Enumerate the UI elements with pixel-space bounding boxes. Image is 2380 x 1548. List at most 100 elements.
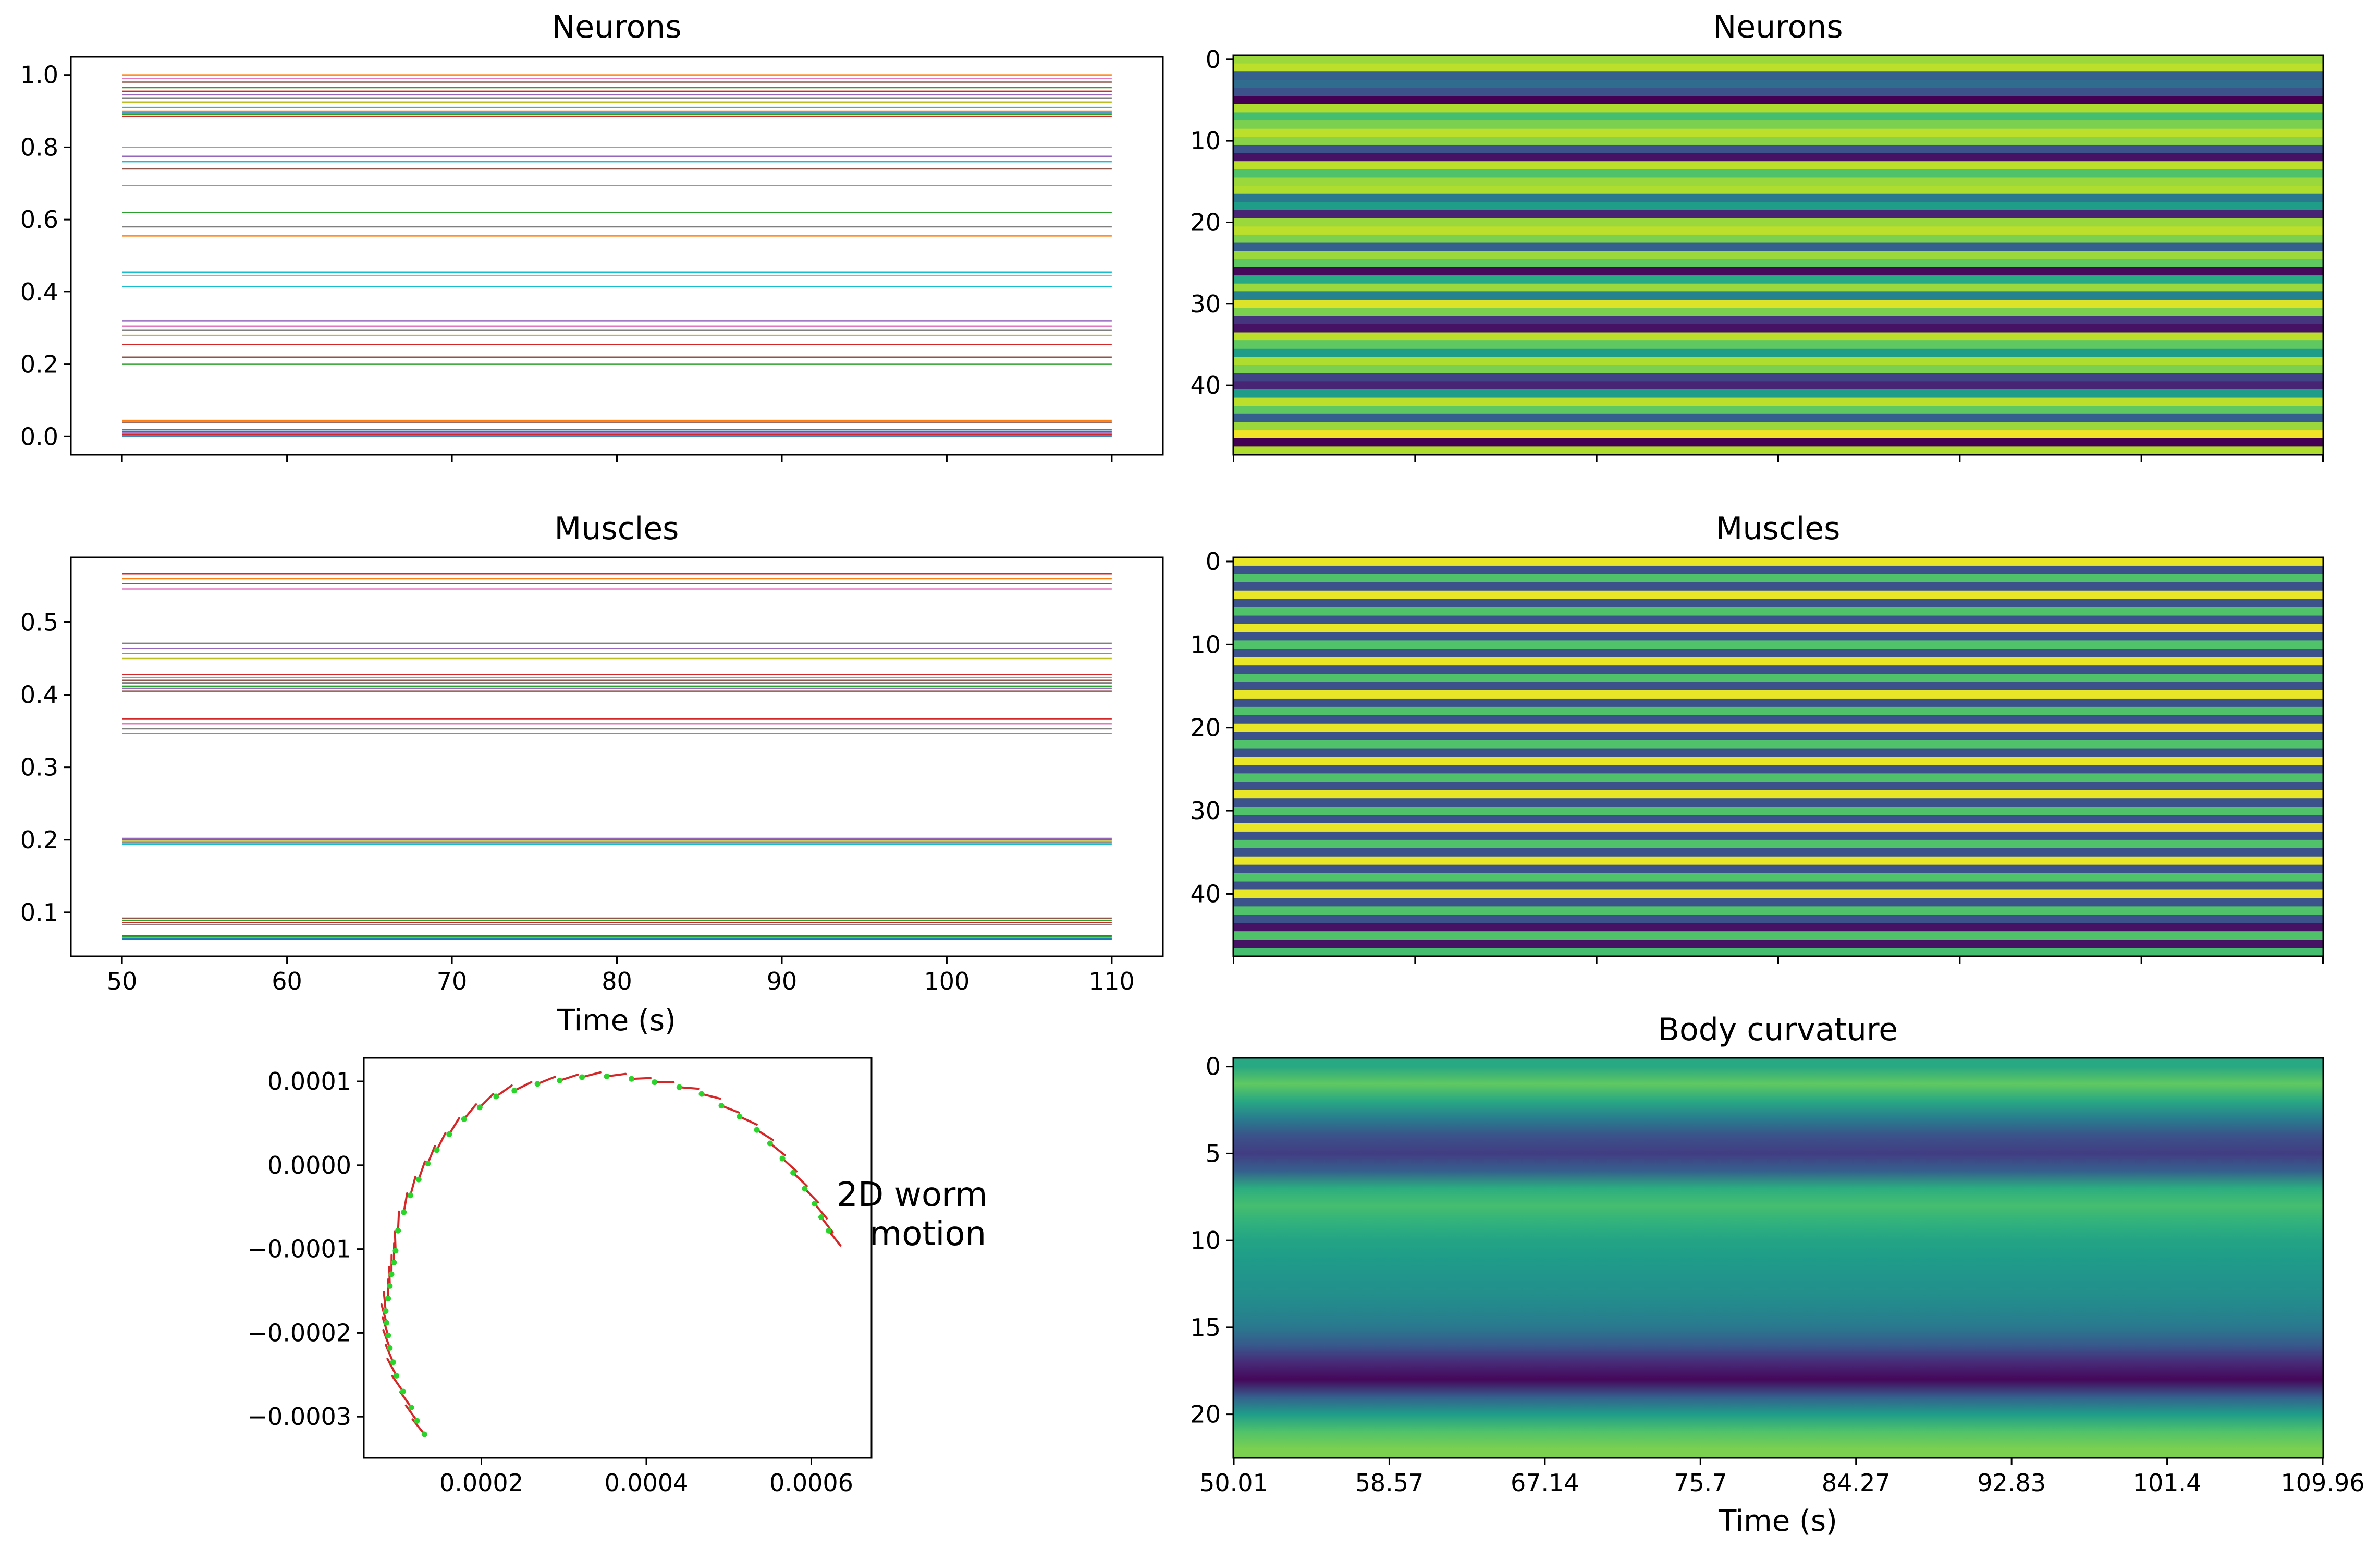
heatmap-row-5 xyxy=(1233,96,2323,105)
worm-segment-tail-41 xyxy=(813,1202,828,1220)
y-tick-label: 0.4 xyxy=(20,278,58,306)
heatmap-row-30 xyxy=(1233,807,2323,815)
worm-point-41 xyxy=(812,1201,818,1207)
heatmap-row-12 xyxy=(1233,657,2323,666)
body-curvature-heatmap xyxy=(1233,1058,2323,1458)
heatmap-row-6 xyxy=(1233,607,2323,616)
worm-segment-tail-19 xyxy=(426,1144,436,1165)
worm-segment-tail-36 xyxy=(756,1129,775,1141)
worm-segment-tail-16 xyxy=(402,1192,409,1213)
worm-point-23 xyxy=(476,1104,483,1111)
worm-point-9 xyxy=(383,1308,389,1314)
heatmap-row-27 xyxy=(1233,275,2323,284)
x-tick-label: 110 xyxy=(1089,967,1135,995)
worm-point-14 xyxy=(392,1248,399,1254)
y-tick-label: 0.2 xyxy=(20,350,58,379)
worm-point-38 xyxy=(779,1155,786,1162)
worm-point-39 xyxy=(790,1169,796,1176)
worm-segment-tail-37 xyxy=(769,1142,786,1156)
heatmap-row-9 xyxy=(1233,632,2323,641)
worm-segment-tail-24 xyxy=(495,1084,513,1098)
worm-motion-annotation-line-2: motion xyxy=(869,1215,986,1253)
heatmap-row-47 xyxy=(1233,948,2323,957)
worm-segment-tail-34 xyxy=(720,1104,740,1114)
worm-segment-tail-40 xyxy=(803,1187,819,1204)
x-tick-label: 101.4 xyxy=(2133,1469,2202,1497)
muscles-line-xlabel: Time (s) xyxy=(557,1004,676,1038)
muscles-line-axes: 0.1 0.2 0.3 0.4 0.5 50 60 70 80 90 100 110 xyxy=(20,608,1135,995)
heatmap-row-25 xyxy=(1233,765,2323,774)
heatmap-row-16 xyxy=(1233,186,2323,194)
y-tick-label: 0.0001 xyxy=(267,1067,351,1095)
worm-segment-tail-5 xyxy=(384,1344,395,1363)
heatmap-row-25 xyxy=(1233,259,2323,268)
x-tick-label: 50 xyxy=(107,967,138,995)
worm-point-3 xyxy=(400,1388,406,1395)
worm-segment-tail-8 xyxy=(380,1303,388,1324)
heatmap-row-17 xyxy=(1233,193,2323,202)
x-tick-label: 109.96 xyxy=(2281,1469,2365,1497)
worm-segment-tail-21 xyxy=(448,1117,461,1136)
heatmap-row-2 xyxy=(1233,574,2323,583)
heatmap-row-11 xyxy=(1233,649,2323,657)
heatmap-row-41 xyxy=(1233,389,2323,398)
y-tick-label: −0.0003 xyxy=(248,1403,352,1431)
y-tick-label: 30 xyxy=(1190,797,1221,825)
muscles-heatmap-frame xyxy=(1232,556,2324,957)
heatmap-row-11 xyxy=(1233,144,2323,154)
worm-point-7 xyxy=(385,1332,391,1338)
worm-point-11 xyxy=(387,1283,393,1289)
worm-segment-tail-20 xyxy=(436,1132,447,1151)
heatmap-row-36 xyxy=(1233,348,2323,358)
heatmap-row-8 xyxy=(1233,624,2323,633)
heatmap-row-46 xyxy=(1233,430,2323,439)
y-tick-label: 40 xyxy=(1190,880,1221,908)
worm-point-22 xyxy=(461,1116,467,1122)
y-tick-label: 0 xyxy=(1206,1053,1221,1081)
heatmap-row-10 xyxy=(1233,640,2323,649)
worm-point-27 xyxy=(557,1077,563,1083)
heatmap-row-31 xyxy=(1233,308,2323,316)
neurons-heatmap-axes: 0 10 20 30 40 xyxy=(1190,45,2324,462)
heatmap-row-44 xyxy=(1233,923,2323,932)
heatmap-row-10 xyxy=(1233,137,2323,145)
worm-segment-tail-1 xyxy=(404,1404,419,1422)
y-tick-label: 0.0000 xyxy=(267,1151,351,1179)
body-curvature-frame xyxy=(1232,1057,2324,1459)
heatmap-row-15 xyxy=(1233,682,2323,691)
heatmap-row-43 xyxy=(1233,915,2323,923)
worm-motion-panel: 0.0001 0.0000 −0.0001 −0.0002 −0.0003 0.0002 0… xyxy=(248,1057,988,1497)
heatmap-row-14 xyxy=(1233,674,2323,682)
worm-segment-tail-33 xyxy=(701,1093,721,1100)
neurons-line-frame xyxy=(70,56,1164,456)
worm-point-35 xyxy=(737,1114,743,1120)
heatmap-row-34 xyxy=(1233,332,2323,341)
heatmap-row-7 xyxy=(1233,615,2323,625)
worm-segment-tail-26 xyxy=(536,1076,556,1085)
heatmap-row-15 xyxy=(1233,177,2323,186)
heatmap-row-43 xyxy=(1233,406,2323,415)
neurons-heatmap-title: Neurons xyxy=(1713,9,1843,45)
worm-segment-tail-38 xyxy=(781,1157,798,1173)
heatmap-row-20 xyxy=(1233,723,2323,733)
x-tick-label: 75.7 xyxy=(1674,1469,1727,1497)
x-tick-label: 60 xyxy=(272,967,302,995)
neurons-heatmap-panel: Neurons 0 10 20 30 40 xyxy=(1190,9,2324,462)
x-tick-label: 80 xyxy=(602,967,632,995)
worm-point-30 xyxy=(629,1076,635,1082)
worm-point-13 xyxy=(391,1259,397,1265)
worm-point-6 xyxy=(387,1345,393,1351)
y-tick-label: 0.0 xyxy=(20,422,58,450)
heatmap-row-19 xyxy=(1233,210,2323,219)
worm-segment-tail-2 xyxy=(399,1391,412,1409)
heatmap-row-48 xyxy=(1233,446,2323,455)
worm-point-10 xyxy=(385,1295,391,1301)
heatmap-row-2 xyxy=(1233,71,2323,80)
y-tick-label: 0.1 xyxy=(20,898,58,927)
heatmap-row-4 xyxy=(1233,88,2323,96)
y-tick-label: 20 xyxy=(1190,714,1221,742)
heatmap-row-46 xyxy=(1233,940,2323,948)
worm-segment-tail-43 xyxy=(827,1229,842,1247)
heatmap-row-29 xyxy=(1233,291,2323,300)
heatmap-row-22 xyxy=(1233,740,2323,749)
